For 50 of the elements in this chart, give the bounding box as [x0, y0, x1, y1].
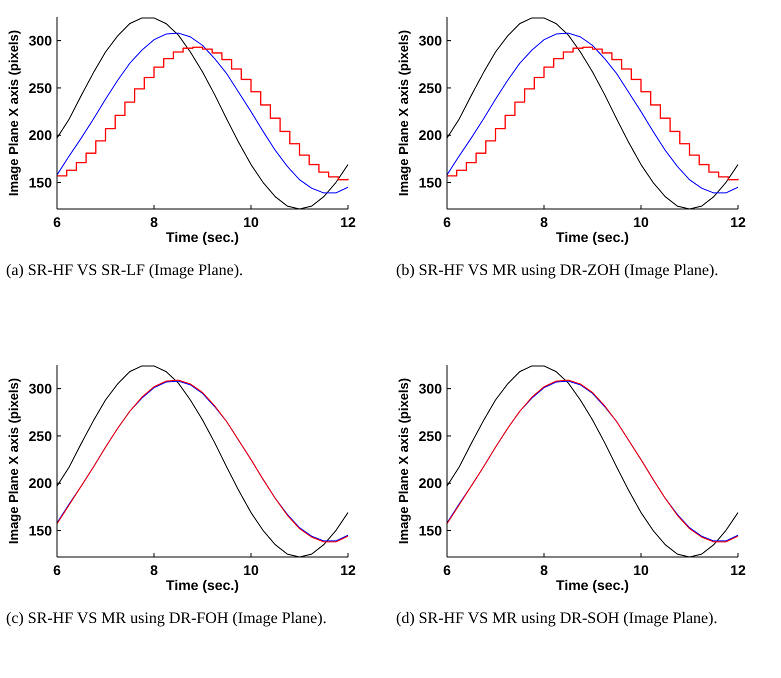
x-tick-label: 12: [730, 562, 746, 578]
x-axis-title: Time (sec.): [556, 577, 629, 593]
x-axis-title: Time (sec.): [166, 229, 239, 245]
y-tick-label: 150: [28, 522, 52, 539]
y-tick-label: 250: [418, 428, 442, 444]
x-tick-label: 8: [150, 214, 158, 230]
x-tick-label: 6: [53, 214, 62, 230]
line-series: [446, 17, 738, 210]
x-tick-label: 12: [730, 214, 746, 230]
y-tick-label: 150: [418, 174, 442, 191]
x-tick-label: 6: [53, 562, 62, 578]
x-tick-label: 8: [150, 562, 158, 578]
x-tick-label: 10: [243, 214, 259, 230]
y-axis-title: Image Plane X axis (pixels): [396, 30, 411, 196]
y-tick-label: 250: [28, 80, 52, 96]
y-tick-label: 200: [418, 127, 442, 144]
y-axis-title: Image Plane X axis (pixels): [6, 378, 21, 544]
y-tick-label: 150: [28, 174, 52, 191]
x-tick-label: 6: [443, 562, 452, 578]
y-tick-label: 250: [418, 80, 442, 96]
text: (a) SR-HF VS SR-LF (Image Plane).: [6, 262, 244, 279]
line-series: [56, 32, 348, 194]
x-tick-label: 10: [633, 562, 649, 578]
x-tick-label: 8: [540, 214, 548, 230]
x-tick-label: 12: [340, 214, 356, 230]
line-series: [446, 365, 738, 558]
y-tick-label: 300: [418, 32, 442, 49]
line-series: [56, 365, 348, 558]
text: (b) SR-HF VS MR using DR-ZOH (Image Plane).: [396, 262, 718, 279]
text: (c) SR-HF VS MR using DR-FOH (Image Plane).: [6, 610, 327, 627]
y-tick-label: 200: [28, 127, 52, 144]
y-axis-title: Image Plane X axis (pixels): [396, 378, 411, 544]
text: (d) SR-HF VS MR using DR-SOH (Image Plane).: [396, 610, 718, 627]
x-tick-label: 12: [340, 562, 356, 578]
y-tick-label: 300: [28, 380, 52, 397]
y-tick-label: 300: [28, 32, 52, 49]
y-tick-label: 200: [418, 475, 442, 492]
line-series: [56, 17, 348, 210]
x-tick-label: 10: [633, 214, 649, 230]
x-tick-label: 8: [540, 562, 548, 578]
y-tick-label: 150: [418, 522, 442, 539]
line-series: [446, 32, 738, 194]
x-tick-label: 6: [443, 214, 452, 230]
x-axis-title: Time (sec.): [556, 229, 629, 245]
x-axis-title: Time (sec.): [166, 577, 239, 593]
y-tick-label: 250: [28, 428, 52, 444]
y-tick-label: 200: [28, 475, 52, 492]
y-axis-title: Image Plane X axis (pixels): [6, 30, 21, 196]
x-tick-label: 10: [243, 562, 259, 578]
y-tick-label: 300: [418, 380, 442, 397]
